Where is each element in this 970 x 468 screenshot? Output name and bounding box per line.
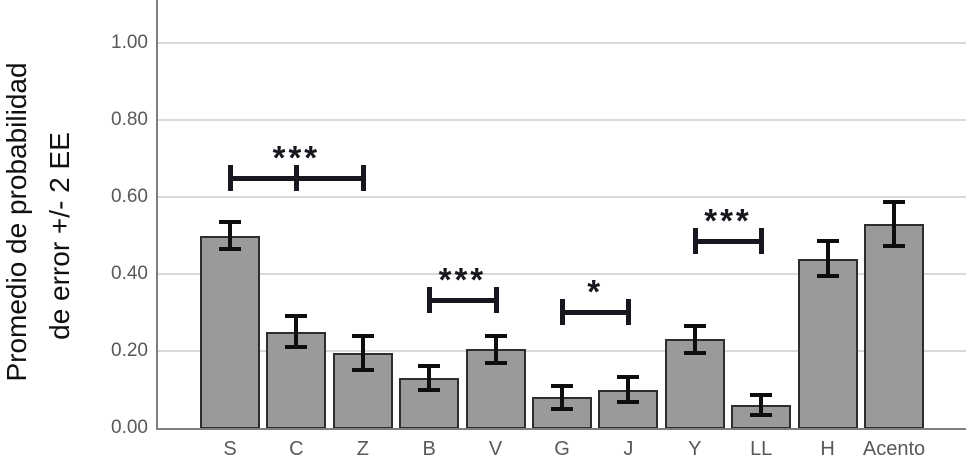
error-bar-stem-V [493,335,498,363]
x-tick-label-G: G [554,438,570,460]
error-bar-cap-top-V [484,333,507,338]
x-tick-label-Y: Y [688,438,702,460]
y-tick-label-1.00: 1.00 [111,32,148,53]
x-tick-label-V: V [488,438,503,460]
error-bar-cap-top-Z [351,333,374,338]
significance-bracket-B-V-tick-B [427,286,433,313]
significance-bracket-S-Z-tick-C [294,164,300,191]
error-bar-cap-top-C [285,314,308,319]
error-bar-stem-H [825,241,830,276]
significance-label-G-J: * [587,272,604,310]
significance-bracket-B-V-line [427,297,499,303]
error-bar-cap-top-Acento [883,200,905,205]
error-bar-cap-top-Y [683,323,706,328]
error-bar-cap-bottom-LL [750,412,773,417]
significance-bracket-G-J-line [560,309,632,315]
y-axis-title-line1: Promedio de probabilidad [1,62,32,382]
error-bar-stem-Z [360,335,365,371]
significance-label-S-Z: *** [272,138,321,176]
error-bar-cap-top-J [617,374,640,379]
significance-bracket-G-J-tick-J [626,298,632,325]
significance-bracket-S-Z-tick-Z [360,164,366,191]
significance-bracket-Y-LL-tick-Y [692,228,698,255]
y-tick-label-0.40: 0.40 [111,263,148,284]
error-bar-cap-top-G [551,383,573,388]
error-bar-cap-bottom-Y [683,350,706,355]
gridline-1.00 [158,42,966,44]
error-bar-cap-bottom-S [219,246,241,251]
significance-label-B-V: *** [438,260,487,298]
significance-bracket-G-J-tick-G [560,298,565,325]
error-bar-cap-bottom-C [285,345,308,350]
y-tick-label-0.00: 0.00 [111,417,148,438]
error-bar-stem-J [626,376,631,403]
error-bar-stem-C [294,316,299,348]
significance-bracket-Y-LL-line [692,239,765,245]
error-bar-cap-bottom-V [484,360,507,365]
x-tick-label-H: H [820,438,835,460]
significance-label-Y-LL: *** [704,202,752,240]
x-tick-label-C: C [289,438,304,460]
y-axis-line [156,0,158,430]
error-bar-cap-bottom-H [816,273,839,278]
error-bar-cap-top-B [418,364,441,369]
error-bar-cap-bottom-Z [351,368,374,373]
significance-bracket-S-Z-tick-S [228,164,233,191]
error-bar-cap-top-LL [750,393,773,398]
gridline-0.80 [158,119,966,121]
error-bar-cap-bottom-Acento [883,243,905,248]
bar-S [200,235,260,429]
error-bar-stem-Y [692,325,697,353]
error-bar-cap-bottom-B [418,387,441,392]
x-tick-label-Z: Z [356,438,369,460]
y-tick-label-0.20: 0.20 [111,340,148,361]
significance-bracket-Y-LL-tick-LL [759,228,765,255]
x-tick-label-B: B [422,438,436,460]
x-tick-label-LL: LL [750,438,773,460]
gridline-0.40 [158,273,966,275]
bar-H [797,258,858,429]
error-bar-cap-bottom-J [617,400,640,405]
error-bar-cap-top-H [816,239,839,244]
error-bar-stem-B [427,366,432,390]
bar-Acento [864,223,924,429]
x-tick-label-S: S [223,438,237,460]
y-axis-title-line2: de error +/- 2 EE [44,132,75,340]
x-tick-label-J: J [623,438,634,460]
error-bar-stem-S [228,222,232,249]
y-tick-label-0.80: 0.80 [111,109,148,130]
error-bar-stem-LL [759,395,764,415]
significance-bracket-B-V-tick-V [493,286,499,313]
x-tick-label-Acento: Acento [862,438,926,460]
error-bar-cap-bottom-G [551,406,573,411]
error-bar-stem-G [560,385,564,409]
gridline-0.60 [158,196,966,198]
error-bar-stem-Acento [892,202,896,246]
gridline-0.20 [158,350,966,352]
y-tick-label-0.60: 0.60 [111,186,148,207]
error-bar-cap-top-S [219,220,241,225]
x-axis-line [156,428,966,430]
